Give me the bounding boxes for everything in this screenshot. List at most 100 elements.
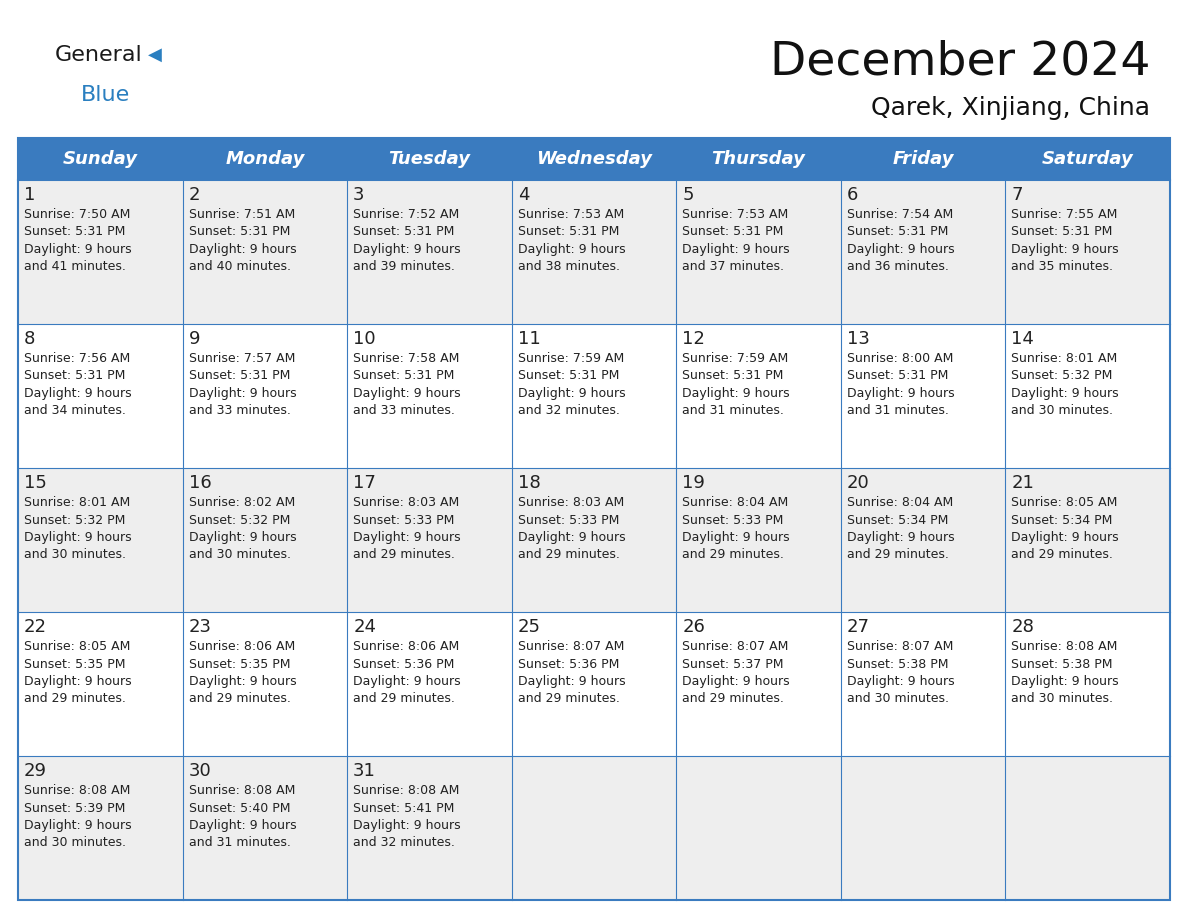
- Text: 19: 19: [682, 474, 706, 492]
- Text: 1: 1: [24, 186, 36, 204]
- Text: 5: 5: [682, 186, 694, 204]
- Bar: [18, 324, 183, 468]
- Text: Sunrise: 8:08 AM
Sunset: 5:38 PM
Daylight: 9 hours
and 30 minutes.: Sunrise: 8:08 AM Sunset: 5:38 PM Dayligh…: [1011, 640, 1119, 706]
- Text: 4: 4: [518, 186, 529, 204]
- Bar: [841, 180, 1005, 324]
- Bar: [347, 324, 512, 468]
- Bar: [183, 612, 347, 756]
- Text: 16: 16: [189, 474, 211, 492]
- Text: 6: 6: [847, 186, 858, 204]
- Bar: [676, 612, 841, 756]
- Bar: [512, 324, 676, 468]
- Bar: [347, 612, 512, 756]
- Text: Sunrise: 7:55 AM
Sunset: 5:31 PM
Daylight: 9 hours
and 35 minutes.: Sunrise: 7:55 AM Sunset: 5:31 PM Dayligh…: [1011, 208, 1119, 274]
- Bar: [512, 180, 676, 324]
- Text: 24: 24: [353, 618, 377, 636]
- Text: Tuesday: Tuesday: [388, 150, 470, 168]
- Text: Sunrise: 7:59 AM
Sunset: 5:31 PM
Daylight: 9 hours
and 32 minutes.: Sunrise: 7:59 AM Sunset: 5:31 PM Dayligh…: [518, 352, 625, 418]
- Bar: [676, 468, 841, 612]
- Bar: [676, 756, 841, 900]
- Bar: [841, 138, 1005, 180]
- Text: Sunrise: 8:00 AM
Sunset: 5:31 PM
Daylight: 9 hours
and 31 minutes.: Sunrise: 8:00 AM Sunset: 5:31 PM Dayligh…: [847, 352, 954, 418]
- Text: Sunrise: 8:08 AM
Sunset: 5:41 PM
Daylight: 9 hours
and 32 minutes.: Sunrise: 8:08 AM Sunset: 5:41 PM Dayligh…: [353, 784, 461, 849]
- Text: 10: 10: [353, 330, 375, 348]
- Text: Thursday: Thursday: [712, 150, 805, 168]
- Text: 30: 30: [189, 762, 211, 780]
- Text: 21: 21: [1011, 474, 1035, 492]
- Text: Sunday: Sunday: [63, 150, 138, 168]
- Text: Monday: Monday: [226, 150, 304, 168]
- Text: Sunrise: 8:05 AM
Sunset: 5:35 PM
Daylight: 9 hours
and 29 minutes.: Sunrise: 8:05 AM Sunset: 5:35 PM Dayligh…: [24, 640, 132, 706]
- Bar: [183, 180, 347, 324]
- Text: Sunrise: 8:07 AM
Sunset: 5:36 PM
Daylight: 9 hours
and 29 minutes.: Sunrise: 8:07 AM Sunset: 5:36 PM Dayligh…: [518, 640, 625, 706]
- Bar: [1005, 138, 1170, 180]
- Text: Sunrise: 7:58 AM
Sunset: 5:31 PM
Daylight: 9 hours
and 33 minutes.: Sunrise: 7:58 AM Sunset: 5:31 PM Dayligh…: [353, 352, 461, 418]
- Text: Sunrise: 8:04 AM
Sunset: 5:33 PM
Daylight: 9 hours
and 29 minutes.: Sunrise: 8:04 AM Sunset: 5:33 PM Dayligh…: [682, 496, 790, 562]
- Bar: [841, 324, 1005, 468]
- Text: 17: 17: [353, 474, 377, 492]
- Bar: [512, 138, 676, 180]
- Text: December 2024: December 2024: [770, 39, 1150, 84]
- Bar: [183, 324, 347, 468]
- Text: Sunrise: 8:03 AM
Sunset: 5:33 PM
Daylight: 9 hours
and 29 minutes.: Sunrise: 8:03 AM Sunset: 5:33 PM Dayligh…: [518, 496, 625, 562]
- Bar: [676, 180, 841, 324]
- Text: Sunrise: 8:07 AM
Sunset: 5:37 PM
Daylight: 9 hours
and 29 minutes.: Sunrise: 8:07 AM Sunset: 5:37 PM Dayligh…: [682, 640, 790, 706]
- Bar: [841, 756, 1005, 900]
- Bar: [1005, 756, 1170, 900]
- Text: 14: 14: [1011, 330, 1035, 348]
- Text: Sunrise: 7:50 AM
Sunset: 5:31 PM
Daylight: 9 hours
and 41 minutes.: Sunrise: 7:50 AM Sunset: 5:31 PM Dayligh…: [24, 208, 132, 274]
- Text: 20: 20: [847, 474, 870, 492]
- Bar: [347, 138, 512, 180]
- Text: 15: 15: [24, 474, 46, 492]
- Text: 12: 12: [682, 330, 706, 348]
- Bar: [512, 468, 676, 612]
- Text: Wednesday: Wednesday: [536, 150, 652, 168]
- Text: Sunrise: 8:02 AM
Sunset: 5:32 PM
Daylight: 9 hours
and 30 minutes.: Sunrise: 8:02 AM Sunset: 5:32 PM Dayligh…: [189, 496, 296, 562]
- Bar: [183, 756, 347, 900]
- Bar: [18, 138, 183, 180]
- Text: Sunrise: 7:51 AM
Sunset: 5:31 PM
Daylight: 9 hours
and 40 minutes.: Sunrise: 7:51 AM Sunset: 5:31 PM Dayligh…: [189, 208, 296, 274]
- Bar: [1005, 324, 1170, 468]
- Text: 25: 25: [518, 618, 541, 636]
- Text: Sunrise: 7:59 AM
Sunset: 5:31 PM
Daylight: 9 hours
and 31 minutes.: Sunrise: 7:59 AM Sunset: 5:31 PM Dayligh…: [682, 352, 790, 418]
- Text: ◀: ◀: [147, 46, 162, 64]
- Text: Friday: Friday: [892, 150, 954, 168]
- Bar: [18, 180, 183, 324]
- Text: 11: 11: [518, 330, 541, 348]
- Text: 27: 27: [847, 618, 870, 636]
- Bar: [1005, 180, 1170, 324]
- Bar: [676, 138, 841, 180]
- Text: Saturday: Saturday: [1042, 150, 1133, 168]
- Bar: [347, 180, 512, 324]
- Text: 13: 13: [847, 330, 870, 348]
- Bar: [676, 324, 841, 468]
- Text: Sunrise: 8:05 AM
Sunset: 5:34 PM
Daylight: 9 hours
and 29 minutes.: Sunrise: 8:05 AM Sunset: 5:34 PM Dayligh…: [1011, 496, 1119, 562]
- Text: Sunrise: 8:06 AM
Sunset: 5:35 PM
Daylight: 9 hours
and 29 minutes.: Sunrise: 8:06 AM Sunset: 5:35 PM Dayligh…: [189, 640, 296, 706]
- Text: 8: 8: [24, 330, 36, 348]
- Text: 26: 26: [682, 618, 706, 636]
- Text: Sunrise: 7:57 AM
Sunset: 5:31 PM
Daylight: 9 hours
and 33 minutes.: Sunrise: 7:57 AM Sunset: 5:31 PM Dayligh…: [189, 352, 296, 418]
- Text: General: General: [55, 45, 143, 65]
- Text: Sunrise: 7:54 AM
Sunset: 5:31 PM
Daylight: 9 hours
and 36 minutes.: Sunrise: 7:54 AM Sunset: 5:31 PM Dayligh…: [847, 208, 954, 274]
- Text: 18: 18: [518, 474, 541, 492]
- Text: Sunrise: 8:04 AM
Sunset: 5:34 PM
Daylight: 9 hours
and 29 minutes.: Sunrise: 8:04 AM Sunset: 5:34 PM Dayligh…: [847, 496, 954, 562]
- Text: 22: 22: [24, 618, 48, 636]
- Text: Sunrise: 8:06 AM
Sunset: 5:36 PM
Daylight: 9 hours
and 29 minutes.: Sunrise: 8:06 AM Sunset: 5:36 PM Dayligh…: [353, 640, 461, 706]
- Text: 31: 31: [353, 762, 377, 780]
- Bar: [512, 612, 676, 756]
- Text: Blue: Blue: [81, 85, 131, 105]
- Text: Sunrise: 8:07 AM
Sunset: 5:38 PM
Daylight: 9 hours
and 30 minutes.: Sunrise: 8:07 AM Sunset: 5:38 PM Dayligh…: [847, 640, 954, 706]
- Bar: [18, 468, 183, 612]
- Text: 28: 28: [1011, 618, 1035, 636]
- Bar: [347, 756, 512, 900]
- Bar: [841, 612, 1005, 756]
- Text: 7: 7: [1011, 186, 1023, 204]
- Bar: [347, 468, 512, 612]
- Text: Qarek, Xinjiang, China: Qarek, Xinjiang, China: [871, 96, 1150, 120]
- Text: 9: 9: [189, 330, 200, 348]
- Bar: [1005, 612, 1170, 756]
- Bar: [18, 138, 1170, 900]
- Text: 2: 2: [189, 186, 200, 204]
- Text: Sunrise: 7:56 AM
Sunset: 5:31 PM
Daylight: 9 hours
and 34 minutes.: Sunrise: 7:56 AM Sunset: 5:31 PM Dayligh…: [24, 352, 132, 418]
- Bar: [512, 756, 676, 900]
